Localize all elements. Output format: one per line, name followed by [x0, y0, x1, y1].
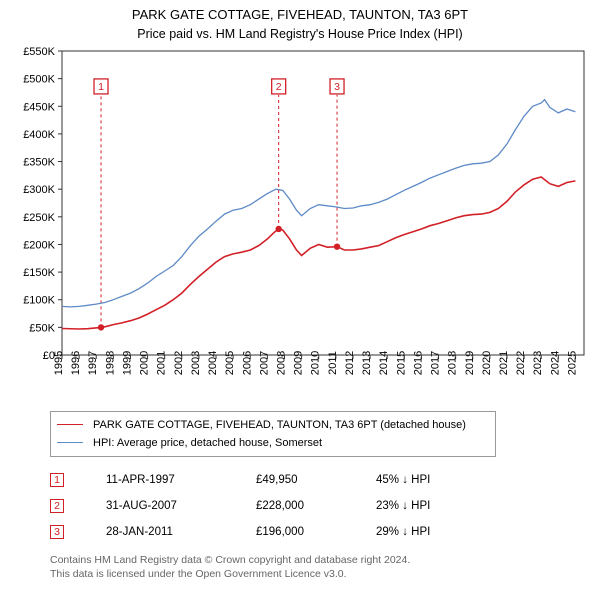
event-date: 28-JAN-2011 — [106, 526, 256, 538]
y-tick-label: £250K — [23, 212, 55, 224]
y-tick-label: £450K — [23, 101, 55, 113]
x-tick-label: 2001 — [156, 351, 168, 375]
x-tick-label: 2015 — [395, 351, 407, 375]
x-tick-label: 1999 — [121, 351, 133, 375]
title-block: PARK GATE COTTAGE, FIVEHEAD, TAUNTON, TA… — [10, 6, 590, 43]
legend-item: HPI: Average price, detached house, Some… — [57, 434, 489, 452]
legend-label: HPI: Average price, detached house, Some… — [93, 437, 322, 449]
y-tick-label: £500K — [23, 74, 55, 86]
x-tick-label: 2024 — [549, 351, 561, 375]
event-date: 11-APR-1997 — [106, 474, 256, 486]
x-tick-label: 2018 — [447, 351, 459, 375]
y-tick-label: £50K — [29, 322, 55, 334]
event-price: £196,000 — [256, 526, 376, 538]
x-tick-label: 2000 — [139, 351, 151, 375]
x-tick-label: 1995 — [53, 351, 65, 375]
x-tick-label: 2012 — [344, 351, 356, 375]
event-dot — [275, 226, 281, 232]
x-tick-label: 2025 — [566, 351, 578, 375]
line-chart: £0£50K£100K£150K£200K£250K£300K£350K£400… — [10, 45, 590, 405]
attribution-line1: Contains HM Land Registry data © Crown c… — [50, 553, 570, 567]
x-tick-label: 2008 — [275, 351, 287, 375]
x-tick-label: 2014 — [378, 351, 390, 375]
series-hpi — [62, 100, 575, 307]
title-line2: Price paid vs. HM Land Registry's House … — [10, 25, 590, 43]
y-tick-label: £550K — [23, 46, 55, 58]
y-tick-label: £150K — [23, 267, 55, 279]
event-row: 1 11-APR-1997£49,95045% ↓ HPI — [50, 467, 560, 493]
legend-swatch — [57, 442, 83, 443]
x-tick-label: 2023 — [532, 351, 544, 375]
x-tick-label: 2005 — [224, 351, 236, 375]
x-tick-label: 2002 — [173, 351, 185, 375]
title-line1: PARK GATE COTTAGE, FIVEHEAD, TAUNTON, TA… — [10, 6, 590, 25]
event-dot — [98, 324, 104, 330]
x-tick-label: 2003 — [190, 351, 202, 375]
event-row: 3 28-JAN-2011£196,00029% ↓ HPI — [50, 519, 560, 545]
x-tick-label: 2019 — [464, 351, 476, 375]
legend-swatch — [57, 424, 83, 425]
y-tick-label: £300K — [23, 184, 55, 196]
x-tick-label: 2016 — [412, 351, 424, 375]
x-tick-label: 2007 — [258, 351, 270, 375]
chart-marker-label: 1 — [98, 81, 104, 93]
legend-label: PARK GATE COTTAGE, FIVEHEAD, TAUNTON, TA… — [93, 419, 466, 431]
y-tick-label: £200K — [23, 239, 55, 251]
chart-svg: £0£50K£100K£150K£200K£250K£300K£350K£400… — [10, 45, 590, 405]
x-tick-label: 2020 — [481, 351, 493, 375]
series-property — [62, 177, 575, 329]
y-tick-label: £400K — [23, 129, 55, 141]
event-diff: 23% ↓ HPI — [376, 500, 430, 512]
event-price: £49,950 — [256, 474, 376, 486]
legend: PARK GATE COTTAGE, FIVEHEAD, TAUNTON, TA… — [50, 411, 496, 457]
x-tick-label: 2006 — [241, 351, 253, 375]
event-dot — [334, 243, 340, 249]
y-tick-label: £350K — [23, 157, 55, 169]
chart-marker-label: 3 — [334, 81, 340, 93]
event-id-box: 2 — [50, 499, 64, 513]
x-tick-label: 2010 — [310, 351, 322, 375]
legend-item: PARK GATE COTTAGE, FIVEHEAD, TAUNTON, TA… — [57, 416, 489, 434]
x-tick-label: 2022 — [515, 351, 527, 375]
x-tick-label: 1996 — [70, 351, 82, 375]
x-tick-label: 1998 — [104, 351, 116, 375]
attribution: Contains HM Land Registry data © Crown c… — [50, 553, 570, 581]
attribution-line2: This data is licensed under the Open Gov… — [50, 567, 570, 581]
x-tick-label: 2009 — [293, 351, 305, 375]
x-tick-label: 2021 — [498, 351, 510, 375]
x-tick-label: 2017 — [430, 351, 442, 375]
event-id-box: 1 — [50, 473, 64, 487]
x-tick-label: 1997 — [87, 351, 99, 375]
event-diff: 29% ↓ HPI — [376, 526, 430, 538]
events-table: 1 11-APR-1997£49,95045% ↓ HPI 2 31-AUG-2007… — [50, 467, 560, 545]
event-diff: 45% ↓ HPI — [376, 474, 430, 486]
x-tick-label: 2013 — [361, 351, 373, 375]
x-tick-label: 2004 — [207, 351, 219, 375]
event-date: 31-AUG-2007 — [106, 500, 256, 512]
chart-marker-label: 2 — [276, 81, 282, 93]
event-row: 2 31-AUG-2007£228,00023% ↓ HPI — [50, 493, 560, 519]
chart-container: PARK GATE COTTAGE, FIVEHEAD, TAUNTON, TA… — [0, 0, 600, 581]
event-id-box: 3 — [50, 525, 64, 539]
event-price: £228,000 — [256, 500, 376, 512]
y-tick-label: £100K — [23, 295, 55, 307]
